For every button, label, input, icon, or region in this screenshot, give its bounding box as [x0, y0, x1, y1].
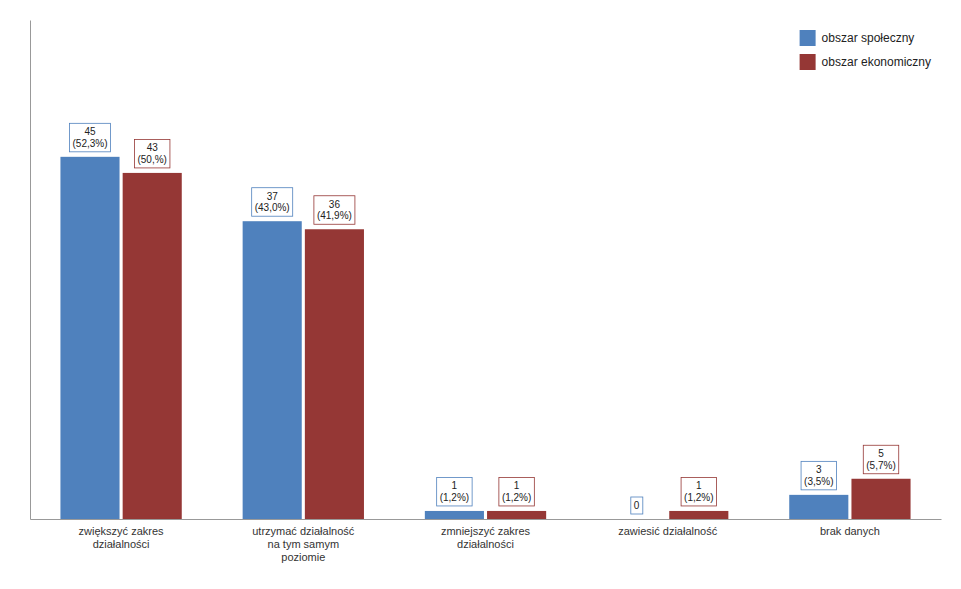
bar — [243, 221, 302, 519]
x-axis-line — [31, 519, 942, 520]
data-label-box — [631, 497, 643, 514]
x-tick-label-line: zwiększyć zakres — [79, 525, 164, 537]
data-label-box — [134, 139, 169, 168]
bar — [789, 495, 848, 519]
data-label-line: (3,5%) — [804, 476, 833, 487]
data-label: 0 — [631, 497, 643, 514]
bar — [487, 511, 546, 519]
x-tick: zmniejszyć zakresdziałalności — [441, 525, 531, 550]
data-label-line: 43 — [147, 142, 159, 153]
data-label-text: 3(3,5%) — [804, 464, 833, 487]
x-tick-label-line: brak danych — [820, 525, 880, 537]
data-label-box — [801, 461, 836, 490]
x-tick-label: brak danych — [820, 525, 880, 537]
bar — [305, 229, 364, 519]
data-label-box — [863, 445, 898, 474]
data-label-box — [314, 196, 355, 225]
x-tick-label: utrzymać działalnośćna tym samympoziomie — [252, 525, 355, 563]
data-label-line: 1 — [696, 480, 702, 491]
data-label-line: (1,2%) — [684, 492, 713, 503]
legend: obszar społeczny obszar ekonomiczny — [800, 30, 931, 70]
x-tick-label-line: utrzymać działalność — [252, 525, 355, 537]
x-tick-label-line: działalności — [457, 538, 514, 550]
data-label-box — [681, 477, 716, 506]
data-label-text: 1(1,2%) — [684, 480, 713, 503]
data-label-text: 1(1,2%) — [440, 480, 469, 503]
chart: zwiększyć zakresdziałalnościutrzymać dzi… — [0, 0, 961, 589]
data-label: 45(52,3%) — [69, 123, 110, 151]
x-tick: utrzymać działalnośćna tym samympoziomie — [252, 525, 355, 563]
data-label-line: (52,3%) — [72, 138, 107, 149]
data-label-line: (5,7%) — [866, 460, 895, 471]
legend-label: obszar społeczny — [822, 31, 915, 45]
data-label: 1(1,2%) — [437, 477, 472, 506]
x-tick-label-line: poziomie — [281, 551, 325, 563]
data-label-line: 3 — [816, 464, 822, 475]
data-label-line: 45 — [84, 126, 96, 137]
legend-label: obszar ekonomiczny — [822, 55, 931, 69]
bar — [425, 511, 484, 519]
legend-swatch — [800, 54, 816, 70]
data-label-text: 37(43,0%) — [255, 191, 290, 214]
y-axis-line — [30, 21, 31, 520]
x-tick-label-line: zawiesić działalność — [618, 525, 718, 537]
bar — [60, 157, 119, 519]
x-tick-label-line: na tym samym — [268, 538, 340, 550]
legend-swatch — [800, 30, 816, 46]
x-tick-label: zmniejszyć zakresdziałalności — [441, 525, 531, 550]
bars — [60, 157, 910, 519]
data-label-line: (41,9%) — [317, 210, 352, 221]
bar — [123, 173, 182, 519]
x-tick: zwiększyć zakresdziałalności — [79, 525, 164, 550]
data-label-box — [437, 477, 472, 506]
data-label-box — [499, 477, 534, 506]
x-axis: zwiększyć zakresdziałalnościutrzymać dzi… — [31, 520, 942, 564]
data-label-line: 36 — [329, 199, 341, 210]
data-label-text: 0 — [634, 500, 640, 511]
data-label-line: (50,%) — [137, 154, 166, 165]
x-tick: zawiesić działalność — [618, 525, 718, 537]
data-label-text: 43(50,%) — [137, 142, 166, 165]
x-tick: brak danych — [820, 525, 880, 537]
data-label-line: 1 — [452, 480, 458, 491]
data-label: 43(50,%) — [134, 139, 169, 168]
data-label-text: 45(52,3%) — [72, 126, 107, 148]
data-label-line: 37 — [267, 191, 279, 202]
data-label: 3(3,5%) — [801, 461, 836, 490]
data-label-box — [252, 188, 293, 217]
data-label: 5(5,7%) — [863, 445, 898, 474]
x-tick-label: zawiesić działalność — [618, 525, 718, 537]
x-tick-label-line: działalności — [93, 538, 150, 550]
data-label-line: (1,2%) — [502, 492, 531, 503]
data-label: 1(1,2%) — [681, 477, 716, 506]
data-label: 36(41,9%) — [314, 196, 355, 225]
data-label-text: 5(5,7%) — [866, 448, 895, 471]
legend-item: obszar społeczny — [800, 30, 915, 46]
data-label-line: 1 — [514, 480, 520, 491]
bar — [669, 511, 728, 519]
legend-item: obszar ekonomiczny — [800, 54, 931, 70]
data-label-line: (43,0%) — [255, 202, 290, 213]
data-label-line: 0 — [634, 500, 640, 511]
data-label-text: 36(41,9%) — [317, 199, 352, 222]
bar — [851, 479, 910, 519]
data-label: 1(1,2%) — [499, 477, 534, 506]
data-label-text: 1(1,2%) — [502, 480, 531, 503]
plot: zwiększyć zakresdziałalnościutrzymać dzi… — [31, 21, 942, 564]
x-tick-label-line: zmniejszyć zakres — [441, 525, 531, 537]
data-label-line: (1,2%) — [440, 492, 469, 503]
data-label-line: 5 — [878, 448, 884, 459]
y-axis — [30, 21, 31, 520]
data-label: 37(43,0%) — [252, 188, 293, 217]
bar — [607, 519, 666, 520]
data-label-box — [69, 123, 110, 151]
x-tick-label: zwiększyć zakresdziałalności — [79, 525, 164, 550]
data-labels: 45(52,3%)37(43,0%)1(1,2%)03(3,5%)43(50,%… — [69, 123, 898, 514]
